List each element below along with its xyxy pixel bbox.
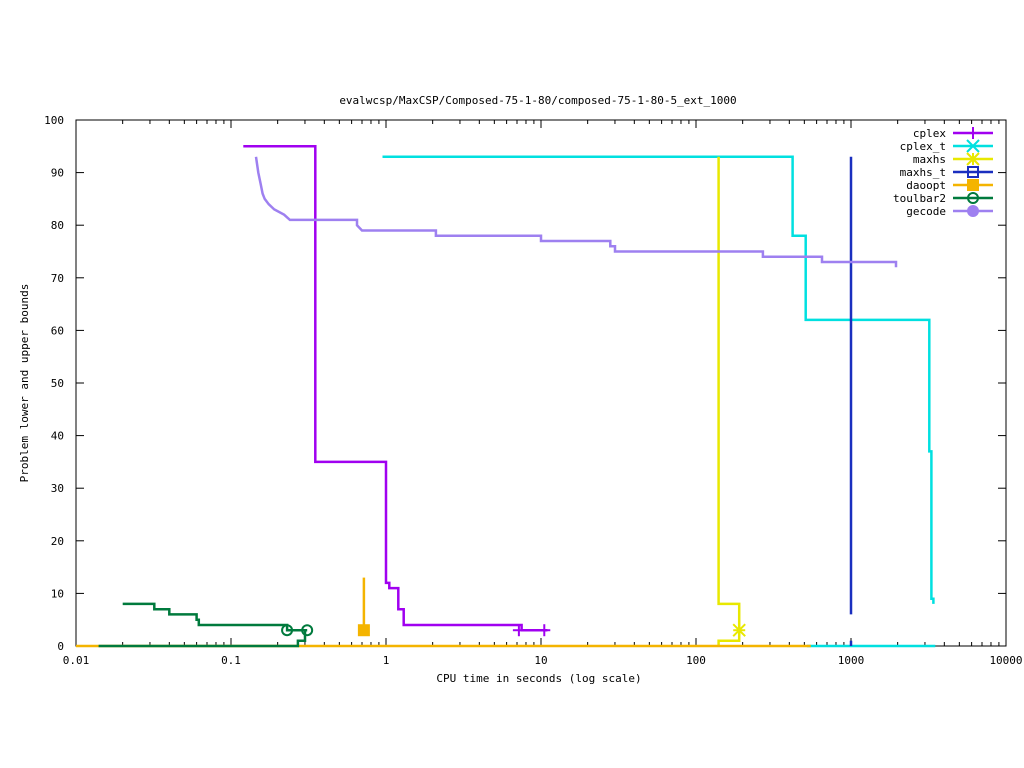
y-tick-label: 40 bbox=[51, 430, 64, 443]
x-axis: 0.01 0.1 1 10 100 1000 10000 bbox=[63, 120, 1023, 667]
series-cplex_t-line bbox=[382, 155, 935, 604]
y-tick-label: 60 bbox=[51, 324, 64, 337]
marker-stroke bbox=[966, 139, 980, 153]
plot-frame bbox=[75, 119, 1007, 647]
series-daoopt-marker bbox=[357, 624, 370, 637]
x-tick-label: 1 bbox=[383, 654, 390, 667]
legend-marker-daoopt bbox=[967, 179, 979, 191]
y-tick-label: 10 bbox=[51, 587, 64, 600]
y-tick-label: 50 bbox=[51, 377, 64, 390]
legend-marker-maxhs bbox=[966, 152, 980, 166]
legend-label-daoopt: daoopt bbox=[906, 179, 946, 192]
y-tick-label: 90 bbox=[51, 167, 64, 180]
series-toulbar2-marker bbox=[281, 624, 294, 637]
x-axis-label: CPU time in seconds (log scale) bbox=[436, 672, 641, 685]
legend-marker-maxhs_t bbox=[967, 166, 979, 178]
chart-title: evalwcsp/MaxCSP/Composed-75-1-80/compose… bbox=[339, 94, 736, 107]
series-cplex-marker bbox=[538, 624, 551, 637]
x-tick-label: 0.1 bbox=[221, 654, 241, 667]
marker-shape bbox=[967, 166, 979, 178]
y-tick-label: 20 bbox=[51, 535, 64, 548]
legend-label-toulbar2: toulbar2 bbox=[893, 192, 946, 205]
x-tick-label: 0.01 bbox=[63, 654, 90, 667]
legend-marker-cplex_t bbox=[966, 139, 980, 153]
series-gecode-line bbox=[254, 156, 898, 268]
legend-label-cplex_t: cplex_t bbox=[900, 140, 946, 153]
legend-label-cplex: cplex bbox=[913, 127, 946, 140]
legend-label-maxhs_t: maxhs_t bbox=[900, 166, 946, 179]
marker-shape bbox=[967, 179, 979, 191]
series-cplex-marker bbox=[512, 624, 525, 637]
legend-marker-gecode bbox=[967, 205, 979, 217]
marker-shape bbox=[967, 205, 979, 217]
y-axis: 0 10 20 30 40 50 60 70 80 90 100 bbox=[44, 114, 1006, 653]
marker-stroke bbox=[966, 152, 980, 166]
y-tick-label: 30 bbox=[51, 482, 64, 495]
series-cplex-line bbox=[243, 145, 548, 632]
y-axis-label: Problem lower and upper bounds bbox=[18, 284, 31, 483]
series-layer bbox=[76, 145, 936, 648]
x-tick-label: 10 bbox=[534, 654, 547, 667]
series-maxhs-line bbox=[717, 156, 741, 631]
series-maxhs-marker bbox=[732, 623, 746, 637]
legend-label-maxhs: maxhs bbox=[913, 153, 946, 166]
y-tick-label: 80 bbox=[51, 219, 64, 232]
marker-stroke bbox=[732, 623, 746, 637]
x-tick-label: 10000 bbox=[989, 654, 1022, 667]
legend-marker-toulbar2 bbox=[967, 192, 979, 204]
marker-shape bbox=[301, 624, 314, 637]
x-tick-label: 100 bbox=[686, 654, 706, 667]
marker-shape bbox=[281, 624, 294, 637]
series-toulbar2-marker bbox=[301, 624, 314, 637]
marker-shape bbox=[967, 192, 979, 204]
y-tick-label: 70 bbox=[51, 272, 64, 285]
legend: cplexcplex_tmaxhsmaxhs_tdaoopttoulbar2ge… bbox=[893, 127, 993, 218]
series-toulbar2-line bbox=[122, 602, 308, 632]
y-tick-label: 0 bbox=[57, 640, 64, 653]
legend-marker-cplex bbox=[967, 127, 979, 139]
x-tick-label: 1000 bbox=[838, 654, 865, 667]
y-tick-label: 100 bbox=[44, 114, 64, 127]
series-toulbar2-lower-line bbox=[98, 630, 307, 648]
marker-shape bbox=[357, 624, 370, 637]
legend-label-gecode: gecode bbox=[906, 205, 946, 218]
